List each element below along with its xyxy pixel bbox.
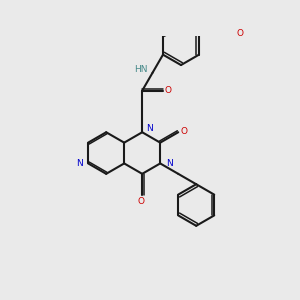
- Text: O: O: [138, 197, 145, 206]
- Text: O: O: [180, 127, 187, 136]
- Text: N: N: [146, 124, 153, 133]
- Text: N: N: [167, 159, 173, 168]
- Text: HN: HN: [134, 65, 148, 74]
- Text: O: O: [237, 29, 244, 38]
- Text: O: O: [214, 0, 220, 1]
- Text: N: N: [76, 159, 83, 168]
- Text: O: O: [165, 86, 172, 95]
